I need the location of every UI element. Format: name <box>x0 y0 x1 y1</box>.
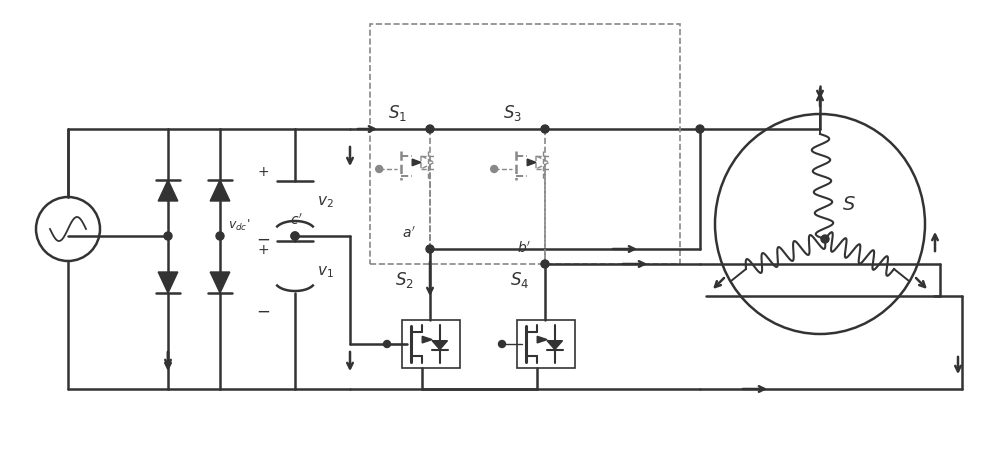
Polygon shape <box>537 336 547 343</box>
Text: $c'$: $c'$ <box>290 213 303 228</box>
Text: $S_3$: $S_3$ <box>503 103 522 123</box>
Circle shape <box>216 233 224 241</box>
Circle shape <box>384 341 390 348</box>
Circle shape <box>821 235 829 243</box>
Text: $v_1$: $v_1$ <box>317 263 334 279</box>
Text: $S_4$: $S_4$ <box>510 269 529 289</box>
Text: $S_1$: $S_1$ <box>388 103 407 123</box>
Polygon shape <box>210 180 230 202</box>
Text: $v_2$: $v_2$ <box>317 194 334 209</box>
Polygon shape <box>412 160 421 166</box>
Text: −: − <box>256 230 270 248</box>
Text: $v_{dc}$': $v_{dc}$' <box>228 218 250 233</box>
Polygon shape <box>422 336 432 343</box>
Circle shape <box>541 126 549 134</box>
Circle shape <box>498 341 506 348</box>
Circle shape <box>291 233 299 241</box>
Text: +: + <box>257 242 269 257</box>
Circle shape <box>541 260 549 269</box>
Circle shape <box>426 126 434 134</box>
Circle shape <box>491 166 498 173</box>
Text: −: − <box>256 302 270 320</box>
Polygon shape <box>158 272 178 293</box>
Polygon shape <box>210 272 230 293</box>
Polygon shape <box>158 180 178 202</box>
Circle shape <box>426 246 434 253</box>
Text: $S$: $S$ <box>842 195 856 213</box>
Text: $S_2$: $S_2$ <box>395 269 414 289</box>
Circle shape <box>696 126 704 134</box>
Text: +: + <box>257 165 269 179</box>
Circle shape <box>376 166 383 173</box>
Circle shape <box>164 233 172 241</box>
Polygon shape <box>547 341 562 350</box>
Text: $a'$: $a'$ <box>402 225 416 241</box>
Polygon shape <box>432 341 448 350</box>
Circle shape <box>291 233 299 241</box>
Text: $b'$: $b'$ <box>517 240 531 256</box>
Polygon shape <box>527 160 536 166</box>
